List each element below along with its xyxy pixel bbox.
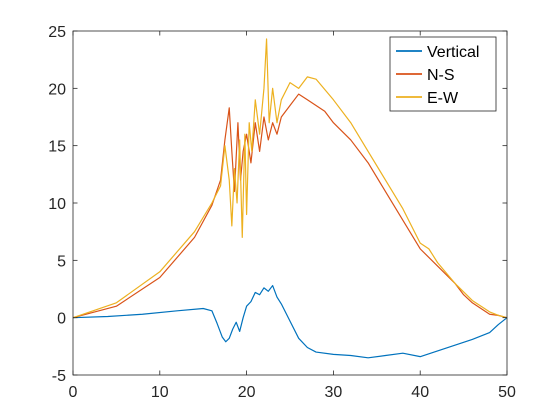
series-layer bbox=[72, 38, 508, 359]
series-line-2 bbox=[72, 38, 508, 319]
x-tick-label: 30 bbox=[325, 384, 343, 401]
y-tick-label: -5 bbox=[52, 368, 66, 385]
y-tick-label: 15 bbox=[48, 139, 66, 156]
series-line-1 bbox=[72, 93, 508, 319]
x-tick-label: 20 bbox=[238, 384, 256, 401]
series-line-0 bbox=[72, 284, 508, 359]
legend-label-2: E-W bbox=[427, 90, 459, 107]
x-tick-label: 50 bbox=[498, 384, 516, 401]
y-tick-label: 10 bbox=[48, 196, 66, 213]
y-tick-label: 20 bbox=[48, 81, 66, 98]
x-tick-label: 10 bbox=[151, 384, 169, 401]
x-tick-label: 40 bbox=[411, 384, 429, 401]
y-tick-label: 5 bbox=[57, 253, 66, 270]
legend: Vertical N-S E-W bbox=[389, 36, 497, 112]
x-tick-label: 0 bbox=[69, 384, 78, 401]
legend-label-0: Vertical bbox=[427, 44, 479, 61]
y-tick-label: 25 bbox=[48, 24, 66, 41]
legend-label-1: N-S bbox=[427, 67, 455, 84]
y-tick-label: 0 bbox=[57, 311, 66, 328]
